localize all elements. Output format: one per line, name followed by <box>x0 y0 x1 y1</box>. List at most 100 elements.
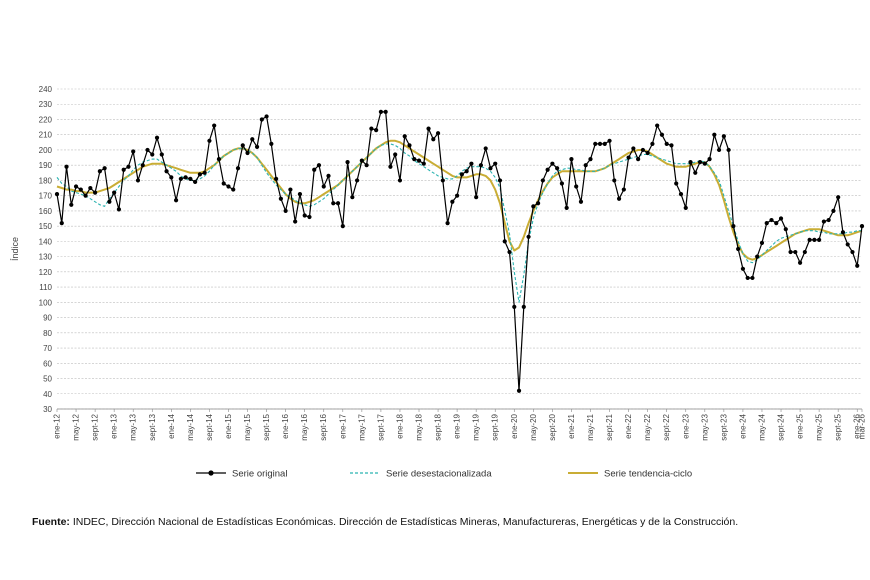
data-point-original <box>564 205 569 210</box>
data-point-original <box>107 199 112 204</box>
x-tick-label: ene-17 <box>338 413 347 438</box>
x-tick-label: ene-24 <box>738 413 747 438</box>
y-tick-label: 30 <box>43 405 52 414</box>
data-point-original <box>493 161 498 166</box>
source-prefix: Fuente: <box>32 516 70 528</box>
data-point-original <box>755 254 760 259</box>
data-point-original <box>502 239 507 244</box>
data-point-original <box>307 214 312 220</box>
data-point-original <box>145 147 150 153</box>
data-point-original <box>636 156 641 162</box>
data-point-original <box>316 163 322 168</box>
data-point-original <box>831 208 836 214</box>
data-point-original <box>178 176 183 182</box>
data-point-original <box>193 179 198 185</box>
x-tick-label: mar-26 <box>858 413 867 439</box>
data-point-original <box>597 141 603 146</box>
data-point-original <box>188 176 193 182</box>
data-point-original <box>154 135 160 140</box>
x-tick-label: may-16 <box>300 413 309 440</box>
y-tick-label: 70 <box>43 344 52 353</box>
y-tick-label: 90 <box>43 314 52 323</box>
data-point-original <box>721 134 726 139</box>
data-point-original <box>531 204 536 209</box>
data-point-original <box>250 137 255 142</box>
data-point-original <box>226 184 231 189</box>
x-tick-label: ene-21 <box>567 413 576 438</box>
data-point-original <box>693 170 698 175</box>
data-point-original <box>121 167 126 172</box>
data-point-original <box>859 224 865 229</box>
y-tick-label: 40 <box>43 390 52 399</box>
data-point-original <box>312 167 317 172</box>
data-point-original <box>378 109 384 114</box>
data-point-original <box>793 249 798 255</box>
data-point-original <box>821 219 826 224</box>
y-tick-label: 80 <box>43 329 52 338</box>
data-point-original <box>207 138 212 143</box>
y-tick-label: 110 <box>39 283 52 292</box>
data-point-original <box>293 219 298 224</box>
source-text: INDEC, Dirección Nacional de Estadística… <box>69 516 739 528</box>
data-point-original <box>621 187 626 192</box>
data-point-original <box>583 163 588 168</box>
data-point-original <box>335 201 341 206</box>
x-tick-label: may-20 <box>529 413 538 440</box>
y-tick-label: 120 <box>39 268 53 277</box>
x-tick-label: sept-20 <box>548 413 557 440</box>
data-point-original <box>659 132 665 137</box>
data-point-original <box>764 220 769 226</box>
data-point-original <box>497 178 503 183</box>
data-point-original <box>812 237 817 242</box>
data-point-original <box>259 117 264 122</box>
data-point-original <box>464 169 469 174</box>
legend-item-desest: Serie desestacionalizada <box>350 469 492 480</box>
data-point-original <box>750 275 755 281</box>
data-point-original <box>712 132 717 137</box>
data-point-original <box>445 220 450 226</box>
x-tick-label: may-24 <box>757 413 766 440</box>
data-point-original <box>688 160 693 165</box>
data-point-original <box>393 152 398 157</box>
data-point-original <box>278 196 283 201</box>
data-point-original <box>245 150 250 156</box>
data-point-original <box>836 195 841 200</box>
x-tick-label: ene-16 <box>281 413 290 438</box>
data-point-original <box>135 178 141 183</box>
data-point-original <box>521 304 526 310</box>
data-point-original <box>731 224 736 229</box>
data-point-original <box>421 161 426 166</box>
x-tick-label: may-23 <box>700 413 709 440</box>
x-tick-label: may-12 <box>72 413 81 440</box>
x-tick-label: ene-13 <box>110 413 119 438</box>
data-point-original <box>116 207 122 212</box>
data-point-original <box>478 163 484 168</box>
data-point-original <box>726 147 731 153</box>
y-tick-label: 100 <box>39 298 53 307</box>
data-point-original <box>631 146 636 151</box>
data-point-original <box>574 184 579 189</box>
x-tick-label: sept-15 <box>262 413 271 440</box>
data-point-original <box>416 158 422 163</box>
y-tick-label: 160 <box>39 207 53 216</box>
data-point-original <box>535 201 541 206</box>
data-point-original <box>602 141 607 146</box>
data-point-original <box>774 220 779 226</box>
data-point-original <box>769 217 774 223</box>
data-point-original <box>669 143 674 148</box>
data-point-original <box>588 156 593 162</box>
x-tick-label: sept-13 <box>148 413 157 440</box>
y-tick-label: 200 <box>39 146 53 155</box>
data-point-original <box>97 169 102 174</box>
x-tick-label: sept-23 <box>719 413 728 440</box>
data-point-original <box>516 388 522 393</box>
x-tick-label: sept-17 <box>376 413 385 440</box>
data-point-original <box>321 184 326 189</box>
y-tick-label: 180 <box>39 176 53 185</box>
data-point-original <box>759 240 765 246</box>
x-tick-label: may-14 <box>186 413 195 440</box>
data-point-original <box>578 199 584 204</box>
data-point-original <box>231 187 236 192</box>
data-point-original <box>388 164 393 169</box>
